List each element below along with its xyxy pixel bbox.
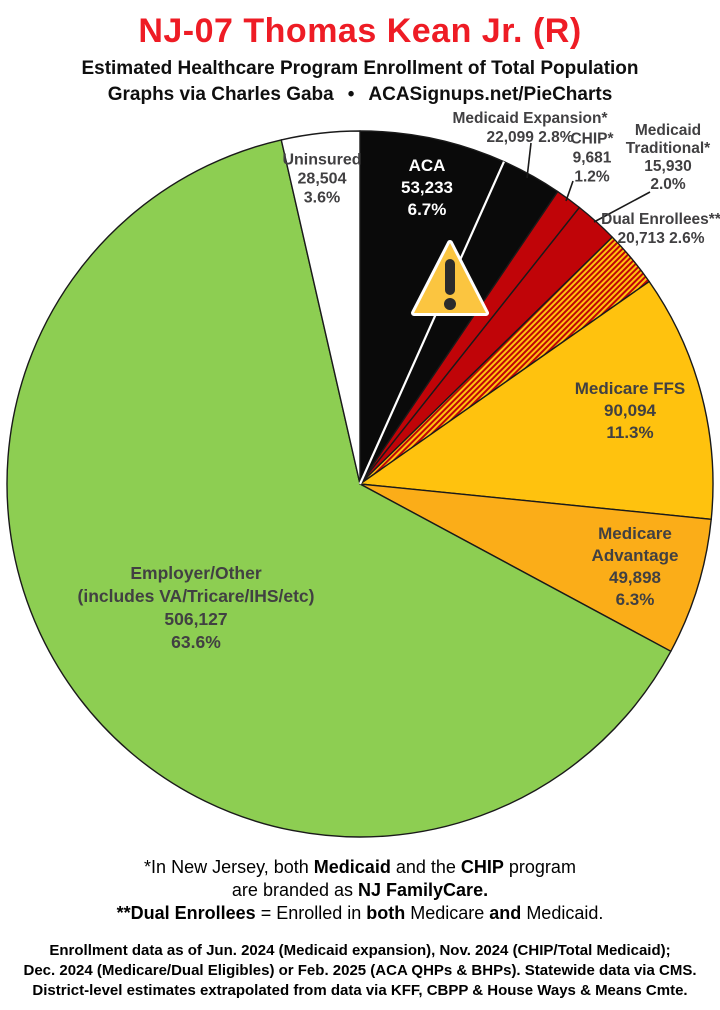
label-chip: CHIP* 9,681 1.2% (570, 130, 614, 186)
label-aca: ACA 53,233 6.7% (401, 156, 453, 219)
bullet-separator-icon: • (347, 84, 355, 105)
label-dual-enrollees: Dual Enrollees** 20,713 2.6% (601, 211, 720, 247)
label-medicaid-expansion: Medicaid Expansion* 22,099 2.8% (452, 110, 608, 146)
leader-line-medicaid-expansion (526, 142, 532, 179)
leader-line-medicaid-traditional (593, 191, 651, 223)
label-medicaid-traditional: Medicaid Traditional* 15,930 2.0% (625, 122, 711, 193)
pie-slice-employer-other (6, 139, 672, 838)
pie-slice-medicare-advantage (359, 483, 712, 653)
chart-footer: *In New Jersey, both Medicaid and the CH… (0, 856, 720, 1001)
footnote-dual-enrollees: **Dual Enrollees = Enrolled in both Medi… (116, 903, 604, 923)
chart-subtitle: Estimated Healthcare Program Enrollment … (81, 58, 639, 79)
page-title: NJ-07 Thomas Kean Jr. (R) (138, 12, 582, 50)
byline-site: ACASignups.net/PieCharts (368, 84, 613, 105)
leader-line-chip (565, 180, 574, 202)
byline-author: Graphs via Charles Gaba (107, 84, 334, 105)
label-employer-other: Employer/Other (includes VA/Tricare/IHS/… (77, 563, 315, 652)
pie-slice-uninsured (280, 130, 361, 485)
pie-slices-group (6, 130, 714, 838)
footnote-familycare-2: are branded as NJ FamilyCare. (231, 880, 489, 900)
label-medicare-ffs: Medicare FFS 90,094 11.3% (574, 379, 686, 442)
data-source-note: Enrollment data as of Jun. 2024 (Medicai… (23, 942, 697, 999)
slice-divider-white (358, 161, 505, 485)
label-uninsured: Uninsured 28,504 3.6% (282, 151, 362, 207)
warning-icon (411, 240, 489, 316)
pie-slice-medicare-ffs (359, 280, 714, 520)
chart-byline: Graphs via Charles Gaba • ACASignups.net… (0, 84, 720, 106)
footnote-familycare-1: *In New Jersey, both Medicaid and the CH… (144, 857, 576, 877)
chart-header: NJ-07 Thomas Kean Jr. (R) Estimated Heal… (0, 12, 720, 106)
pie-chart (6, 130, 714, 838)
label-medicare-advantage: Medicare Advantage 49,898 6.3% (591, 524, 679, 609)
